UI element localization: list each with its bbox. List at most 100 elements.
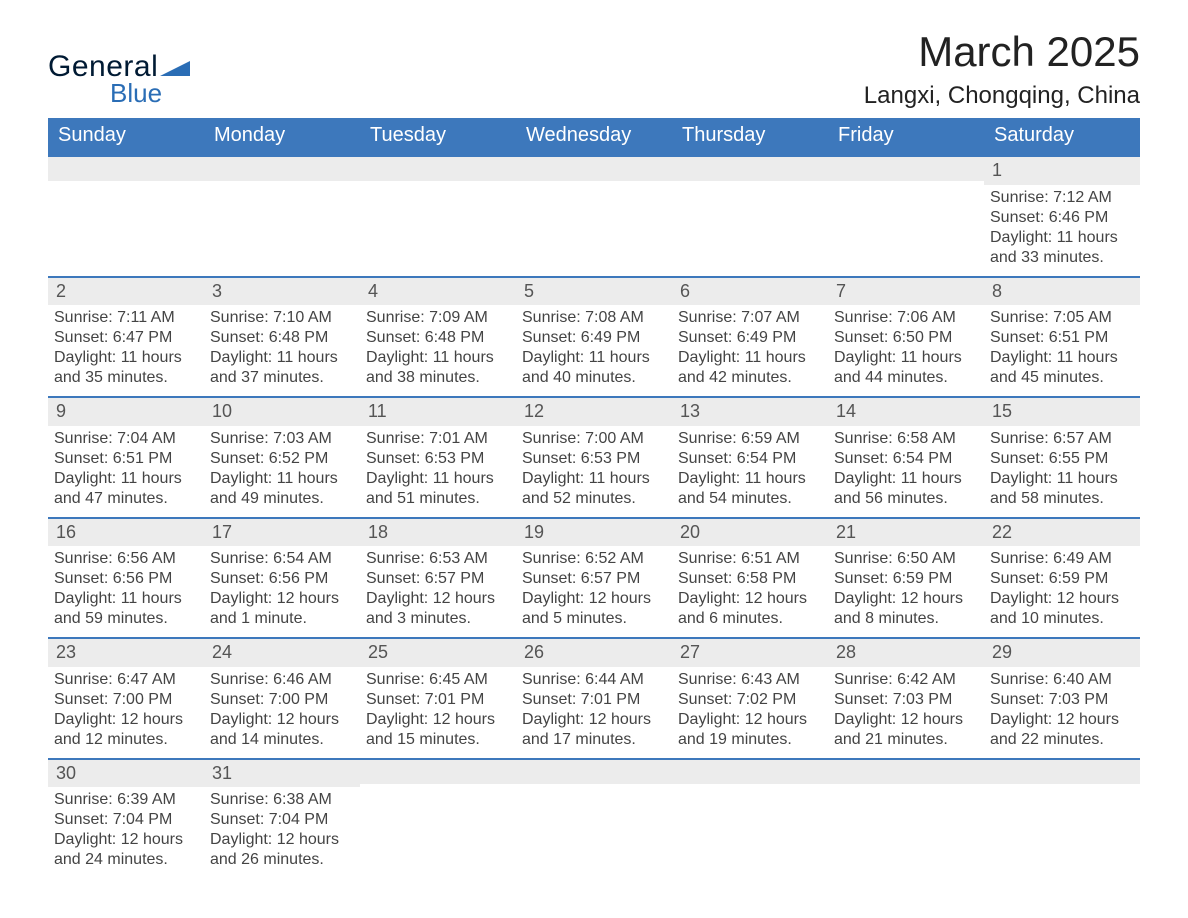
calendar-thead: Sunday Monday Tuesday Wednesday Thursday… (48, 118, 1140, 156)
sunset-line: Sunset: 6:48 PM (366, 328, 510, 348)
daylight-line: Daylight: 12 hours and 19 minutes. (678, 710, 822, 750)
day-number: 12 (516, 398, 672, 426)
daylight-line: Daylight: 12 hours and 17 minutes. (522, 710, 666, 750)
sunrise-line: Sunrise: 6:40 AM (990, 670, 1134, 690)
daylight-line: Daylight: 12 hours and 24 minutes. (54, 830, 198, 870)
calendar-cell: 4Sunrise: 7:09 AMSunset: 6:48 PMDaylight… (360, 277, 516, 398)
calendar-cell: 10Sunrise: 7:03 AMSunset: 6:52 PMDayligh… (204, 397, 360, 518)
day-number: 9 (48, 398, 204, 426)
daylight-line: Daylight: 11 hours and 58 minutes. (990, 469, 1134, 509)
calendar-cell: 13Sunrise: 6:59 AMSunset: 6:54 PMDayligh… (672, 397, 828, 518)
day-number: 1 (984, 157, 1140, 185)
brand-word2: Blue (110, 78, 190, 109)
sunrise-line: Sunrise: 7:03 AM (210, 429, 354, 449)
calendar-week-row: 16Sunrise: 6:56 AMSunset: 6:56 PMDayligh… (48, 518, 1140, 639)
daylight-line: Daylight: 11 hours and 37 minutes. (210, 348, 354, 388)
daylight-line: Daylight: 11 hours and 51 minutes. (366, 469, 510, 509)
daylight-line: Daylight: 11 hours and 44 minutes. (834, 348, 978, 388)
calendar-cell: 26Sunrise: 6:44 AMSunset: 7:01 PMDayligh… (516, 638, 672, 759)
sunrise-line: Sunrise: 7:09 AM (366, 308, 510, 328)
calendar-cell (360, 759, 516, 879)
sunset-line: Sunset: 6:47 PM (54, 328, 198, 348)
daylight-line: Daylight: 11 hours and 42 minutes. (678, 348, 822, 388)
daylight-line: Daylight: 11 hours and 56 minutes. (834, 469, 978, 509)
daylight-line: Daylight: 12 hours and 14 minutes. (210, 710, 354, 750)
calendar-cell: 1Sunrise: 7:12 AMSunset: 6:46 PMDaylight… (984, 156, 1140, 277)
dayhdr-thu: Thursday (672, 118, 828, 156)
calendar-cell (984, 759, 1140, 879)
sunrise-line: Sunrise: 6:52 AM (522, 549, 666, 569)
calendar-cell: 12Sunrise: 7:00 AMSunset: 6:53 PMDayligh… (516, 397, 672, 518)
calendar-cell: 3Sunrise: 7:10 AMSunset: 6:48 PMDaylight… (204, 277, 360, 398)
day-number: 21 (828, 519, 984, 547)
sunset-line: Sunset: 6:52 PM (210, 449, 354, 469)
sunrise-line: Sunrise: 7:04 AM (54, 429, 198, 449)
daylight-line: Daylight: 11 hours and 45 minutes. (990, 348, 1134, 388)
title-block: March 2025 Langxi, Chongqing, China (864, 28, 1140, 110)
day-number: 24 (204, 639, 360, 667)
sunrise-line: Sunrise: 7:06 AM (834, 308, 978, 328)
sunrise-line: Sunrise: 6:43 AM (678, 670, 822, 690)
sunset-line: Sunset: 6:56 PM (54, 569, 198, 589)
daylight-line: Daylight: 11 hours and 54 minutes. (678, 469, 822, 509)
day-number: 7 (828, 278, 984, 306)
month-title: March 2025 (864, 28, 1140, 76)
calendar-cell: 16Sunrise: 6:56 AMSunset: 6:56 PMDayligh… (48, 518, 204, 639)
sunrise-line: Sunrise: 6:53 AM (366, 549, 510, 569)
day-number: 15 (984, 398, 1140, 426)
daylight-line: Daylight: 11 hours and 40 minutes. (522, 348, 666, 388)
calendar-cell: 19Sunrise: 6:52 AMSunset: 6:57 PMDayligh… (516, 518, 672, 639)
sunset-line: Sunset: 7:01 PM (522, 690, 666, 710)
calendar-cell: 18Sunrise: 6:53 AMSunset: 6:57 PMDayligh… (360, 518, 516, 639)
dayhdr-wed: Wednesday (516, 118, 672, 156)
day-number: 5 (516, 278, 672, 306)
sunrise-line: Sunrise: 6:38 AM (210, 790, 354, 810)
calendar-cell: 11Sunrise: 7:01 AMSunset: 6:53 PMDayligh… (360, 397, 516, 518)
daylight-line: Daylight: 12 hours and 10 minutes. (990, 589, 1134, 629)
sunset-line: Sunset: 7:01 PM (366, 690, 510, 710)
sunrise-line: Sunrise: 7:10 AM (210, 308, 354, 328)
empty-day-strip (828, 760, 984, 784)
calendar-cell: 25 Sunrise: 6:45 AMSunset: 7:01 PMDayligh… (360, 638, 516, 759)
empty-day-strip (984, 760, 1140, 784)
calendar-cell: 22Sunrise: 6:49 AMSunset: 6:59 PMDayligh… (984, 518, 1140, 639)
calendar-week-row: 9Sunrise: 7:04 AMSunset: 6:51 PMDaylight… (48, 397, 1140, 518)
sunset-line: Sunset: 6:59 PM (990, 569, 1134, 589)
day-number: 25 (360, 639, 516, 667)
day-number: 20 (672, 519, 828, 547)
sunset-line: Sunset: 6:53 PM (366, 449, 510, 469)
empty-day-strip (516, 157, 672, 181)
daylight-line: Daylight: 11 hours and 59 minutes. (54, 589, 198, 629)
calendar-cell: 28Sunrise: 6:42 AMSunset: 7:03 PMDayligh… (828, 638, 984, 759)
day-number: 10 (204, 398, 360, 426)
sunrise-line: Sunrise: 6:56 AM (54, 549, 198, 569)
day-number: 8 (984, 278, 1140, 306)
calendar-cell (828, 156, 984, 277)
dayhdr-fri: Friday (828, 118, 984, 156)
daylight-line: Daylight: 12 hours and 5 minutes. (522, 589, 666, 629)
day-number: 16 (48, 519, 204, 547)
dayhdr-sat: Saturday (984, 118, 1140, 156)
calendar-cell (516, 759, 672, 879)
daylight-line: Daylight: 12 hours and 15 minutes. (366, 710, 510, 750)
daylight-line: Daylight: 11 hours and 38 minutes. (366, 348, 510, 388)
day-number: 22 (984, 519, 1140, 547)
sunrise-line: Sunrise: 6:57 AM (990, 429, 1134, 449)
sunset-line: Sunset: 6:48 PM (210, 328, 354, 348)
top-row: General Blue March 2025 Langxi, Chongqin… (48, 28, 1140, 110)
sunset-line: Sunset: 6:51 PM (54, 449, 198, 469)
dayhdr-mon: Monday (204, 118, 360, 156)
sunrise-line: Sunrise: 6:59 AM (678, 429, 822, 449)
sunset-line: Sunset: 7:03 PM (834, 690, 978, 710)
empty-day-strip (360, 157, 516, 181)
sunrise-line: Sunrise: 6:45 AM (366, 670, 510, 690)
calendar-cell (672, 759, 828, 879)
location-title: Langxi, Chongqing, China (864, 82, 1140, 110)
daylight-line: Daylight: 11 hours and 47 minutes. (54, 469, 198, 509)
sunrise-line: Sunrise: 7:00 AM (522, 429, 666, 449)
sunset-line: Sunset: 6:50 PM (834, 328, 978, 348)
sunset-line: Sunset: 7:00 PM (54, 690, 198, 710)
sunset-line: Sunset: 6:53 PM (522, 449, 666, 469)
calendar-cell (672, 156, 828, 277)
sunrise-line: Sunrise: 6:47 AM (54, 670, 198, 690)
